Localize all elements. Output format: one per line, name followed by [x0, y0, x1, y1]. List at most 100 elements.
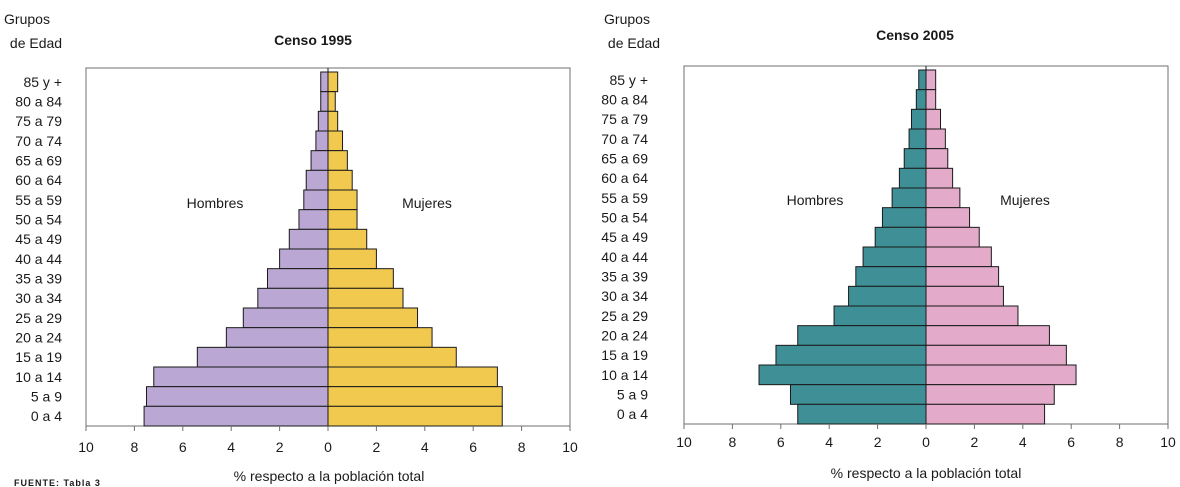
bar-mujeres	[925, 305, 1019, 327]
bar-hombres	[196, 346, 329, 368]
bar-hombres	[279, 248, 329, 270]
bar-hombres	[881, 207, 927, 228]
bar-hombres	[143, 405, 329, 427]
series-label-hombres: Hombres	[787, 192, 844, 208]
category-label: 40 a 44	[601, 249, 648, 265]
y-axis-title-line1: Grupos	[604, 11, 650, 27]
category-label: 35 a 39	[601, 269, 648, 285]
bar-hombres	[874, 226, 927, 248]
bar-hombres	[320, 71, 329, 93]
bar-mujeres	[327, 130, 344, 152]
category-label: 80 a 84	[15, 94, 62, 110]
bar-mujeres	[925, 226, 980, 248]
category-label: 55 a 59	[15, 192, 62, 208]
bar-mujeres	[327, 91, 336, 112]
bar-hombres	[862, 246, 927, 268]
category-label: 80 a 84	[601, 92, 648, 108]
series-label-mujeres: Mujeres	[1000, 192, 1050, 208]
bar-hombres	[848, 285, 927, 307]
x-tick-label: 4	[1019, 434, 1027, 450]
category-label: 40 a 44	[15, 251, 62, 267]
chart-title: Censo 1995	[274, 32, 352, 48]
x-tick-label: 6	[179, 439, 187, 455]
bar-mujeres	[327, 346, 457, 368]
bar-mujeres	[327, 386, 503, 407]
source-note: FUENTE: Tabla 3	[14, 478, 101, 487]
category-label: 5 a 9	[31, 389, 62, 405]
pyramid-chart-1995: 85 y + 80 a 84 75 a 79 70 a 74 65 a 69 60 a 6…	[15, 67, 578, 455]
category-label: 85 y +	[23, 74, 62, 90]
bar-hombres	[910, 108, 927, 130]
x-tick-label: 2	[373, 439, 381, 455]
bar-mujeres	[327, 169, 353, 191]
bar-mujeres	[327, 71, 339, 93]
bar-hombres	[903, 148, 927, 169]
category-label: 15 a 19	[15, 349, 62, 365]
category-label: 65 a 69	[15, 153, 62, 169]
bar-mujeres	[327, 268, 394, 289]
bar-hombres	[789, 384, 927, 405]
x-tick-label: 4	[825, 434, 833, 450]
category-label: 10 a 14	[15, 369, 62, 385]
bar-mujeres	[925, 403, 1046, 425]
bar-hombres	[915, 89, 927, 110]
bar-hombres	[317, 110, 329, 132]
bar-mujeres	[327, 110, 339, 132]
x-tick-label: 8	[518, 439, 526, 455]
bar-mujeres	[925, 108, 942, 130]
bar-hombres	[303, 189, 329, 211]
category-label: 55 a 59	[601, 190, 648, 206]
bar-hombres	[918, 69, 927, 91]
bar-mujeres	[327, 287, 404, 309]
category-label: 85 y +	[609, 72, 648, 88]
bar-hombres	[310, 150, 329, 171]
y-axis-title-line2: de Edad	[10, 35, 62, 51]
x-tick-label: 0	[324, 439, 332, 455]
bar-mujeres	[925, 148, 949, 169]
x-tick-label: 10	[676, 434, 692, 450]
bar-mujeres	[925, 344, 1067, 366]
x-tick-label: 0	[922, 434, 930, 450]
y-axis-title-line2: de Edad	[608, 35, 660, 51]
bar-mujeres	[925, 167, 954, 189]
category-label: 10 a 14	[601, 367, 648, 383]
bar-mujeres	[327, 307, 419, 329]
bar-hombres	[898, 167, 927, 189]
bar-hombres	[298, 209, 329, 230]
category-label: 20 a 24	[15, 330, 62, 346]
bar-hombres	[855, 266, 927, 287]
series-label-hombres: Hombres	[187, 195, 244, 211]
bar-mujeres	[925, 207, 971, 228]
category-label: 60 a 64	[15, 172, 62, 188]
category-label: 25 a 29	[601, 308, 648, 324]
bar-hombres	[288, 228, 329, 250]
category-label: 30 a 34	[601, 288, 648, 304]
x-tick-label: 8	[729, 434, 737, 450]
x-tick-label: 6	[469, 439, 477, 455]
bar-hombres	[257, 287, 329, 309]
category-label: 45 a 49	[601, 229, 648, 245]
bar-mujeres	[327, 366, 498, 388]
bar-hombres	[242, 307, 329, 329]
bar-mujeres	[925, 187, 961, 209]
bar-hombres	[908, 128, 927, 150]
bar-mujeres	[925, 89, 937, 110]
x-tick-label: 8	[1116, 434, 1124, 450]
series-label-mujeres: Mujeres	[402, 195, 452, 211]
x-axis-title: % respecto a la población total	[234, 468, 425, 484]
x-tick-label: 2	[971, 434, 979, 450]
bar-hombres	[797, 403, 927, 425]
bar-hombres	[315, 130, 329, 152]
category-label: 15 a 19	[601, 347, 648, 363]
x-tick-label: 10	[78, 439, 94, 455]
category-label: 65 a 69	[601, 151, 648, 167]
bar-hombres	[305, 169, 329, 191]
bar-mujeres	[327, 228, 368, 250]
bar-hombres	[267, 268, 329, 289]
category-label: 0 a 4	[617, 406, 648, 422]
x-tick-label: 4	[421, 439, 429, 455]
x-tick-label: 10	[1160, 434, 1176, 450]
bar-hombres	[775, 344, 927, 366]
bar-mujeres	[925, 246, 992, 268]
bar-hombres	[146, 386, 329, 407]
